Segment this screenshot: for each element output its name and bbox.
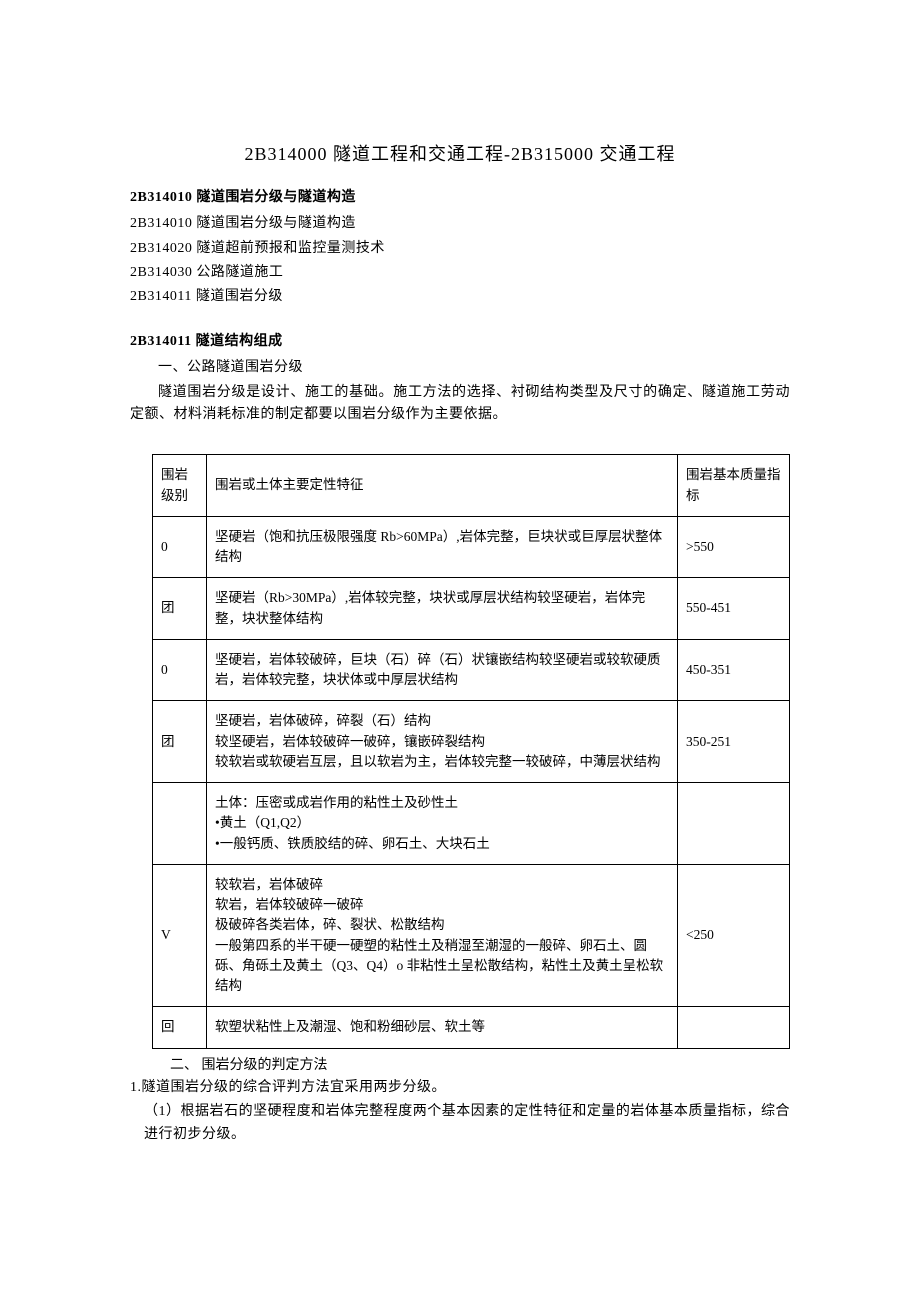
td-index: 550-451 (678, 578, 790, 640)
toc-line: 2B314011 隧道围岩分级 (130, 286, 790, 308)
table-row: 团 坚硬岩，岩体破碎，碎裂（石）结构较坚硬岩，岩体较破碎一破碎，镶嵌碎裂结构较软… (153, 701, 790, 783)
table-row: 回 软塑状粘性上及潮湿、饱和粉细砂层、软土等 (153, 1007, 790, 1048)
table-header-row: 围岩级别 围岩或土体主要定性特征 围岩基本质量指标 (153, 455, 790, 517)
th-index: 围岩基本质量指标 (678, 455, 790, 517)
intro-paragraph: 隧道围岩分级是设计、施工的基础。施工方法的选择、衬砌结构类型及尺寸的确定、隧道施… (130, 382, 790, 427)
td-grade: 团 (153, 578, 207, 640)
td-desc: 较软岩，岩体破碎软岩，岩体较破碎一破碎极破碎各类岩体，碎、裂状、松散结构一般第四… (207, 864, 678, 1007)
td-desc: 坚硬岩，岩体较破碎，巨块（石）碎（石）状镶嵌结构较坚硬岩或较软硬质岩，岩体较完整… (207, 639, 678, 701)
td-grade: 团 (153, 701, 207, 783)
th-desc: 围岩或土体主要定性特征 (207, 455, 678, 517)
page-title: 2B314000 隧道工程和交通工程-2B315000 交通工程 (130, 140, 790, 169)
td-grade (153, 783, 207, 865)
sub-heading-2: 二、 围岩分级的判定方法 (170, 1055, 790, 1077)
td-grade: 回 (153, 1007, 207, 1048)
th-grade: 围岩级别 (153, 455, 207, 517)
section-head-1: 2B314010 隧道围岩分级与隧道构造 (130, 187, 790, 209)
paragraph: 1.隧道围岩分级的综合评判方法宜采用两步分级。 (130, 1077, 790, 1099)
toc-line: 2B314020 隧道超前预报和监控量测技术 (130, 238, 790, 260)
toc-line: 2B314010 隧道围岩分级与隧道构造 (130, 213, 790, 235)
section-head-2: 2B314011 隧道结构组成 (130, 331, 790, 353)
td-index: <250 (678, 864, 790, 1007)
td-index: 350-251 (678, 701, 790, 783)
td-index: >550 (678, 516, 790, 578)
td-grade: V (153, 864, 207, 1007)
td-desc: 软塑状粘性上及潮湿、饱和粉细砂层、软土等 (207, 1007, 678, 1048)
table-row: 0 坚硬岩，岩体较破碎，巨块（石）碎（石）状镶嵌结构较坚硬岩或较软硬质岩，岩体较… (153, 639, 790, 701)
rock-class-table: 围岩级别 围岩或土体主要定性特征 围岩基本质量指标 0 坚硬岩（饱和抗压极限强度… (152, 454, 790, 1048)
td-index: 450-351 (678, 639, 790, 701)
td-grade: 0 (153, 516, 207, 578)
paragraph: （1）根据岩石的坚硬程度和岩体完整程度两个基本因素的定性特征和定量的岩体基本质量… (144, 1101, 790, 1146)
table-row: 0 坚硬岩（饱和抗压极限强度 Rb>60MPa）,岩体完整，巨块状或巨厚层状整体… (153, 516, 790, 578)
td-grade: 0 (153, 639, 207, 701)
table-row: 团 坚硬岩（Rb>30MPa）,岩体较完整，块状或厚层状结构较坚硬岩，岩体完整，… (153, 578, 790, 640)
td-index (678, 783, 790, 865)
table-row: V 较软岩，岩体破碎软岩，岩体较破碎一破碎极破碎各类岩体，碎、裂状、松散结构一般… (153, 864, 790, 1007)
td-desc: 坚硬岩（Rb>30MPa）,岩体较完整，块状或厚层状结构较坚硬岩，岩体完整，块状… (207, 578, 678, 640)
td-desc: 坚硬岩（饱和抗压极限强度 Rb>60MPa）,岩体完整，巨块状或巨厚层状整体结构 (207, 516, 678, 578)
table-row: 土体：压密或成岩作用的粘性土及砂性土•黄土（Q1,Q2）•一般钙质、铁质胶结的碎… (153, 783, 790, 865)
td-desc: 坚硬岩，岩体破碎，碎裂（石）结构较坚硬岩，岩体较破碎一破碎，镶嵌碎裂结构较软岩或… (207, 701, 678, 783)
toc-line: 2B314030 公路隧道施工 (130, 262, 790, 284)
td-desc: 土体：压密或成岩作用的粘性土及砂性土•黄土（Q1,Q2）•一般钙质、铁质胶结的碎… (207, 783, 678, 865)
sub-heading: 一、公路隧道围岩分级 (130, 357, 790, 379)
td-index (678, 1007, 790, 1048)
